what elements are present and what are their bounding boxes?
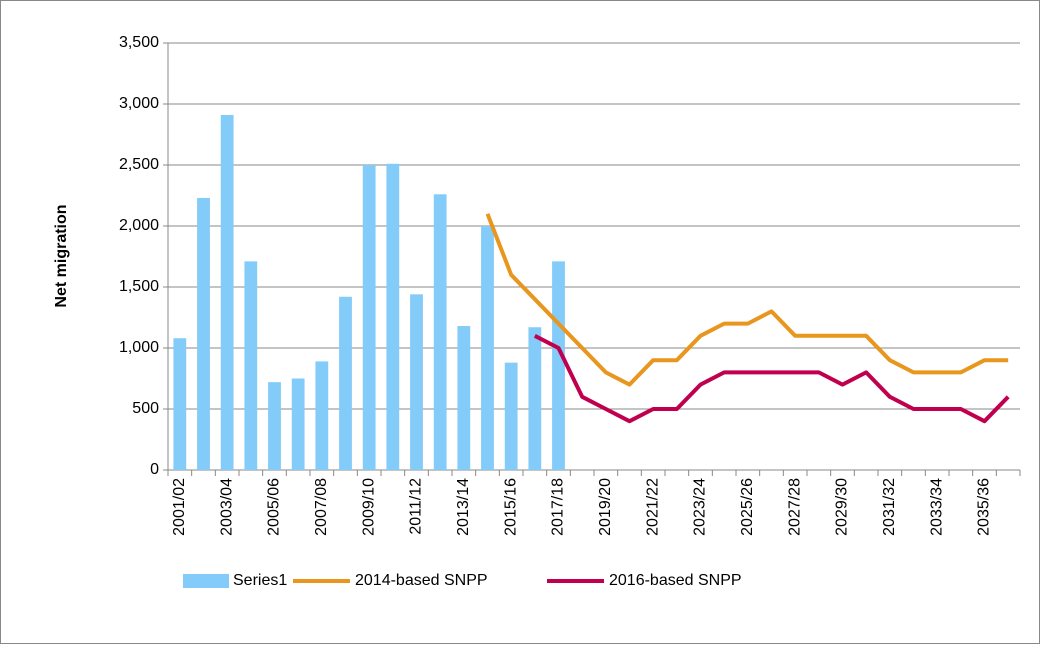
x-tick-label: 2001/02 bbox=[171, 478, 188, 536]
x-tick-label: 2019/20 bbox=[597, 478, 614, 536]
y-axis-label: Net migration bbox=[53, 204, 70, 307]
y-tick-label: 2,000 bbox=[119, 217, 159, 234]
bar bbox=[552, 261, 565, 470]
y-tick-label: 0 bbox=[150, 461, 159, 478]
bar bbox=[268, 382, 281, 470]
y-tick-label: 2,500 bbox=[119, 156, 159, 173]
x-tick-label: 2027/28 bbox=[786, 478, 803, 536]
bar bbox=[386, 163, 400, 470]
x-tick-label: 2011/12 bbox=[408, 478, 425, 535]
legend-label: 2014-based SNPP bbox=[355, 572, 488, 589]
legend-swatch bbox=[183, 574, 229, 588]
y-tick-label: 500 bbox=[132, 400, 159, 417]
y-tick-label: 3,000 bbox=[119, 95, 159, 112]
x-tick-label: 2005/06 bbox=[266, 478, 283, 536]
x-tick-label: 2033/34 bbox=[928, 478, 945, 536]
bar bbox=[410, 294, 423, 470]
x-tick-label: 2013/14 bbox=[455, 478, 472, 536]
bar bbox=[433, 194, 447, 470]
x-tick-label: 2017/18 bbox=[550, 478, 567, 536]
bar bbox=[362, 165, 376, 470]
bar bbox=[315, 361, 329, 470]
bar bbox=[339, 296, 352, 470]
x-tick-label: 2035/36 bbox=[976, 478, 993, 536]
x-tick-label: 2031/32 bbox=[881, 478, 898, 536]
line bbox=[485, 213, 1009, 387]
bar bbox=[220, 114, 234, 470]
y-tick-label: 3,500 bbox=[119, 34, 159, 51]
x-tick-label: 2003/04 bbox=[218, 478, 235, 536]
bar bbox=[291, 378, 305, 470]
x-tick-label: 2015/16 bbox=[502, 478, 519, 536]
x-tick-label: 2023/24 bbox=[692, 478, 709, 536]
legend-label: 2016-based SNPP bbox=[609, 572, 742, 589]
legend-label: Series1 bbox=[233, 572, 287, 589]
y-tick-label: 1,000 bbox=[119, 339, 159, 356]
line bbox=[533, 334, 1010, 424]
bar bbox=[197, 197, 210, 470]
bar bbox=[528, 327, 542, 470]
x-tick-label: 2007/08 bbox=[313, 478, 330, 536]
bar bbox=[457, 326, 471, 470]
x-tick-label: 2025/26 bbox=[739, 478, 756, 536]
x-tick-label: 2009/10 bbox=[360, 478, 377, 536]
x-tick-label: 2029/30 bbox=[834, 478, 851, 536]
bar bbox=[481, 226, 494, 470]
bar bbox=[173, 338, 187, 470]
bar bbox=[244, 261, 258, 470]
bar bbox=[504, 362, 518, 470]
y-tick-label: 1,500 bbox=[119, 278, 159, 295]
x-tick-label: 2021/22 bbox=[644, 478, 661, 536]
